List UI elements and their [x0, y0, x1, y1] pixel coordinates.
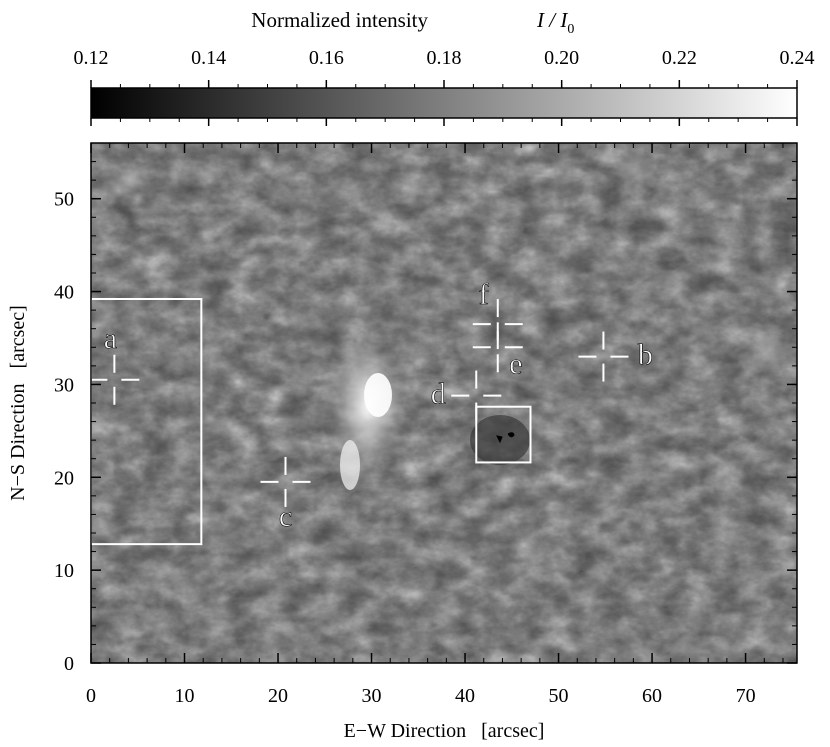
- colorbar-title: Normalized intensity: [251, 8, 428, 32]
- y-tick-label: 50: [54, 189, 74, 211]
- intensity-image: a b c d e f: [91, 143, 797, 663]
- bright-patch-topleft: [105, 160, 155, 200]
- x-tick-label: 0: [86, 685, 96, 707]
- colorbar-tick-label: 0.16: [309, 47, 344, 69]
- colorbar-tick-label: 0.14: [191, 47, 226, 69]
- bright-plage-core: [364, 373, 392, 417]
- bright-plage-lower: [340, 440, 360, 490]
- x-tick-label: 20: [268, 685, 288, 707]
- axes: 0 10 20 30 40 50 60 70 0 10 20 30 40 50: [54, 143, 797, 707]
- x-tick-label: 40: [455, 685, 475, 707]
- colorbar-title-symbol: I / I0: [536, 8, 574, 37]
- colorbar-ticks: 0.12 0.14 0.16 0.18 0.20 0.22 0.24: [74, 47, 815, 126]
- x-tick-label: 30: [362, 685, 382, 707]
- marker-label-e: e: [509, 347, 522, 380]
- marker-c: c: [260, 456, 311, 533]
- colorbar-tick-label: 0.24: [780, 47, 815, 69]
- colorbar-tick-label: 0.12: [74, 47, 109, 69]
- marker-d: d: [430, 370, 502, 421]
- colorbar-symbol-sub: 0: [567, 22, 574, 37]
- box-center: [475, 405, 532, 464]
- y-axis-label: N−S Direction [arcsec]: [7, 305, 29, 501]
- colorbar-tick-label: 0.18: [427, 47, 462, 69]
- box-left: [91, 298, 203, 546]
- colorbar-tick-label: 0.20: [544, 47, 579, 69]
- marker-f: f: [472, 278, 523, 350]
- x-tick-label: 10: [175, 685, 195, 707]
- marker-a: a: [91, 321, 140, 405]
- x-tick-label: 70: [736, 685, 756, 707]
- x-tick-label: 60: [642, 685, 662, 707]
- bright-patch-topright: [610, 150, 660, 190]
- x-tick-label: 50: [549, 685, 569, 707]
- dark-feature: [496, 432, 515, 444]
- colorbar-gradient: [90, 87, 798, 119]
- bright-patch-right: [740, 325, 797, 375]
- y-tick-label: 10: [54, 560, 74, 582]
- marker-label-d: d: [431, 378, 446, 411]
- marker-b: b: [578, 331, 653, 382]
- image-overlays: a b c d e f: [91, 278, 653, 546]
- marker-label-c: c: [279, 500, 292, 533]
- image-texture: [91, 143, 797, 663]
- colorbar-symbol-main: I / I: [536, 8, 568, 32]
- y-tick-label: 20: [54, 467, 74, 489]
- colorbar: Normalized intensity I / I0 0.12 0.14 0.16…: [74, 8, 815, 126]
- y-tick-label: 30: [54, 374, 74, 396]
- colorbar-tick-label: 0.22: [662, 47, 697, 69]
- y-tick-label: 0: [64, 653, 74, 675]
- marker-label-a: a: [104, 322, 117, 355]
- marker-label-f: f: [479, 278, 489, 311]
- x-axis-label: E−W Direction [arcsec]: [344, 720, 545, 742]
- marker-e: e: [472, 322, 523, 381]
- y-tick-label: 40: [54, 282, 74, 304]
- marker-label-b: b: [638, 339, 653, 372]
